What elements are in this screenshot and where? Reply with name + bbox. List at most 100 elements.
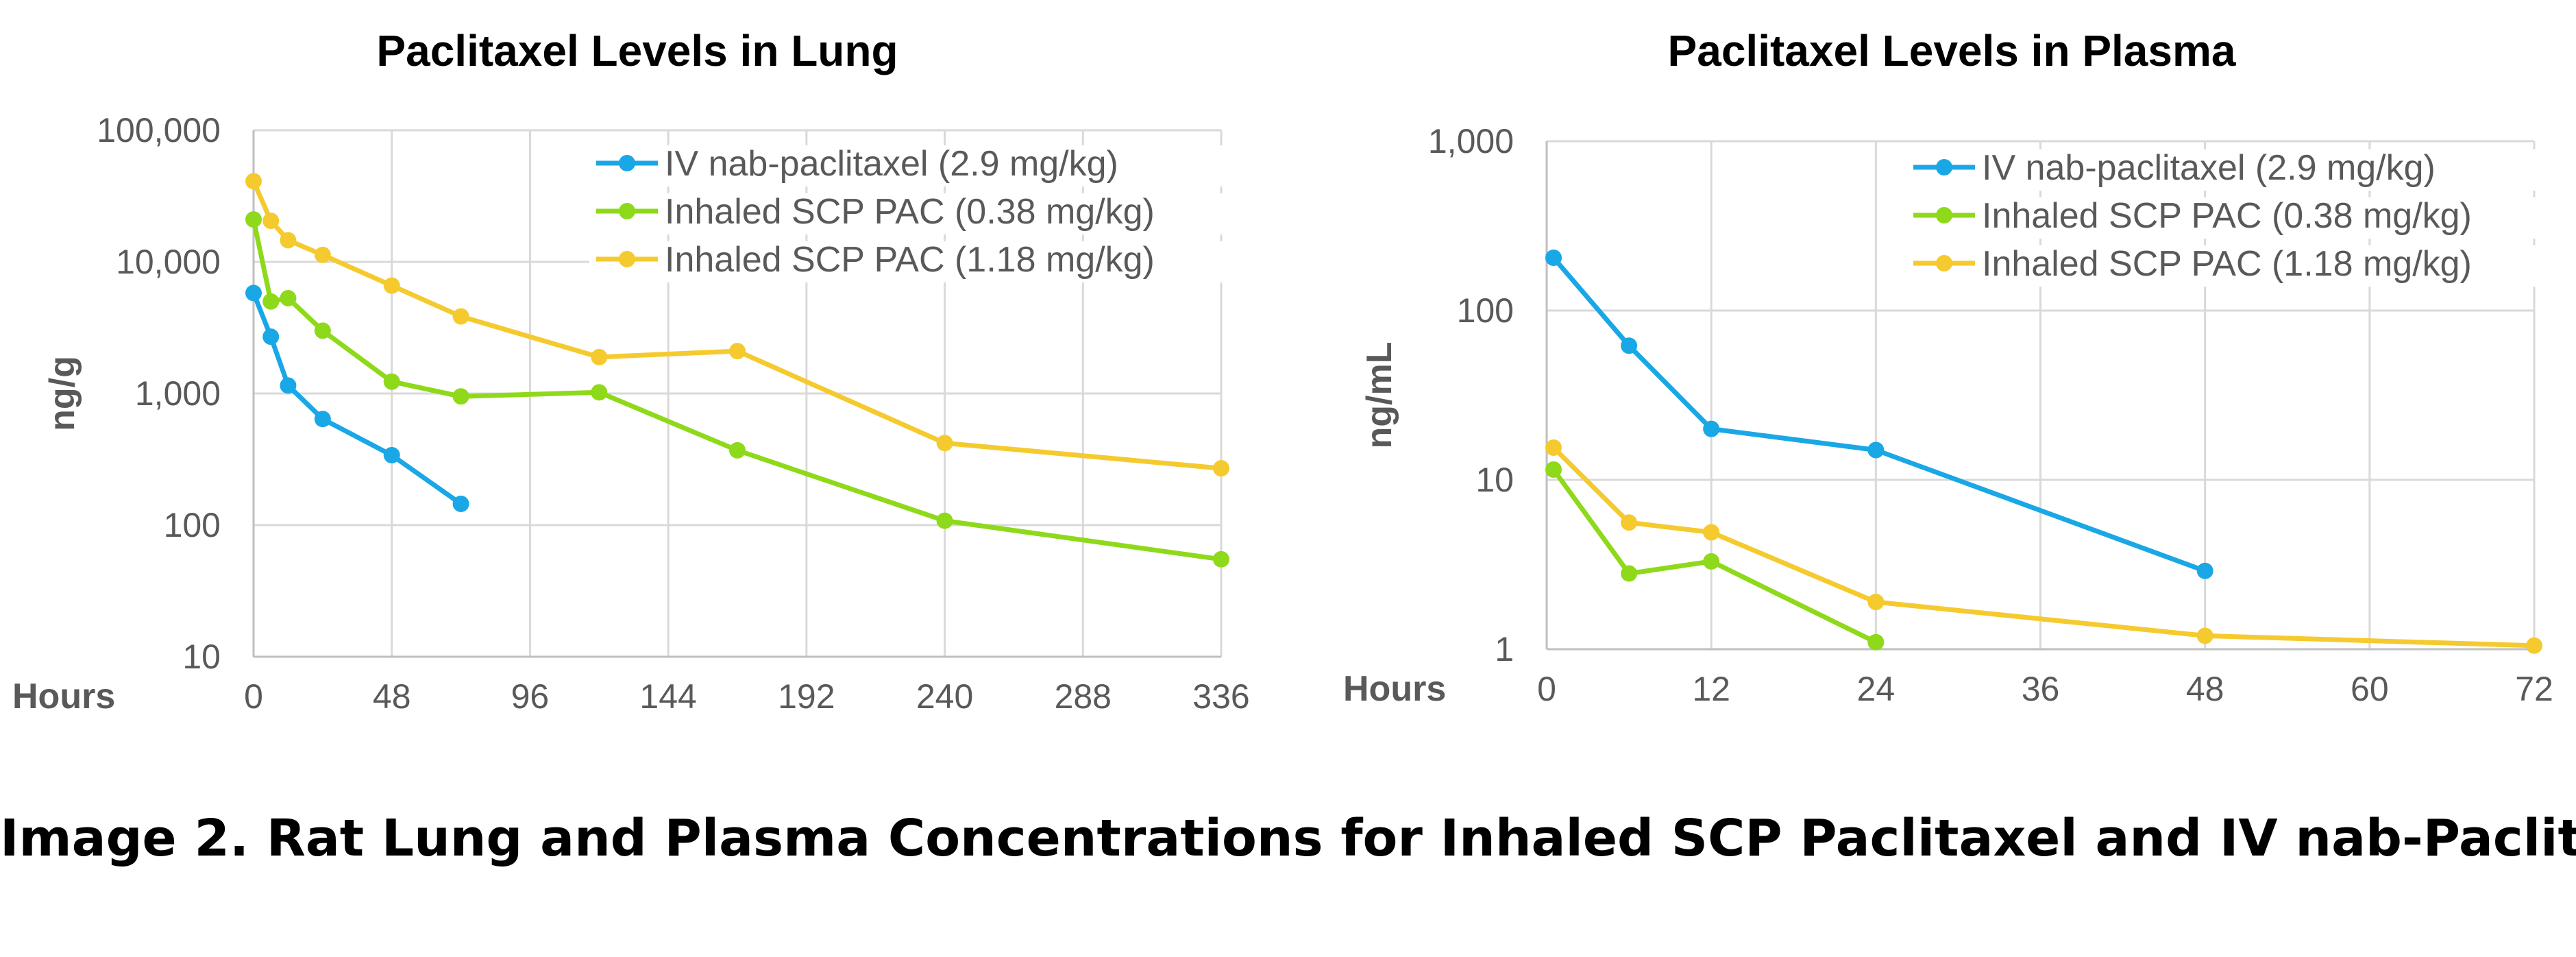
data-point [314, 322, 331, 339]
legend-background [1906, 197, 2576, 239]
x-tick-label: 24 [1857, 670, 1896, 708]
y-tick-label: 100 [1457, 291, 1514, 330]
legend-background [1906, 245, 2576, 287]
x-tick-label: 336 [1192, 677, 1249, 716]
x-tick-label: 48 [373, 677, 411, 716]
data-point [383, 446, 400, 463]
legend: IV nab-paclitaxel (2.9 mg/kg) Inhaled SCP… [589, 144, 1261, 282]
x-tick-label: 96 [511, 677, 550, 716]
data-point [1621, 565, 1638, 582]
legend-background [1906, 149, 2576, 191]
x-tick-label: 36 [2022, 670, 2060, 708]
y-tick-label: 10 [182, 638, 221, 676]
data-point [2526, 637, 2542, 654]
data-point [314, 411, 331, 428]
legend-background [589, 241, 1261, 282]
data-point [1703, 553, 1720, 570]
x-axis-label: Hours [1343, 669, 1446, 709]
x-tick-label: 72 [2515, 670, 2553, 708]
x-tick-label: 48 [2186, 670, 2224, 708]
data-point [452, 388, 469, 405]
data-point [729, 441, 746, 459]
data-point [245, 284, 262, 302]
data-point [1545, 249, 1562, 266]
data-point [1621, 337, 1638, 354]
chart-title: Paclitaxel Levels in Lung [376, 26, 898, 75]
y-tick-label: 1,000 [1428, 122, 1514, 160]
y-tick-label: 1 [1495, 630, 1514, 668]
plasma-chart: Paclitaxel Levels in Plasma 1 10 100 1,000 0 1… [1343, 26, 2576, 709]
x-axis-label: Hours [12, 677, 115, 716]
y-axis-label: ng/mL [1360, 342, 1399, 449]
legend-background [589, 193, 1261, 234]
lung-chart: Paclitaxel Levels in Lung 10 100 1,000 10,00… [12, 26, 1261, 716]
legend-label: Inhaled SCP PAC (0.38 mg/kg) [665, 192, 1155, 232]
data-point [1867, 633, 1885, 651]
data-point [383, 277, 400, 294]
data-point [936, 435, 953, 452]
data-point [245, 173, 262, 190]
y-tick-label: 100 [164, 506, 221, 544]
data-point [1867, 594, 1885, 611]
data-point [1545, 439, 1562, 456]
legend-swatch-marker [1936, 207, 1952, 223]
series-line [251, 219, 1222, 562]
legend-label: Inhaled SCP PAC (0.38 mg/kg) [1982, 196, 2472, 236]
legend-background [589, 145, 1261, 186]
x-tick-label: 0 [244, 677, 263, 716]
y-tick-label: 10,000 [116, 243, 221, 281]
y-tick-label: 10 [1475, 461, 1514, 499]
series-line [1551, 446, 2535, 649]
legend-swatch-marker [619, 203, 635, 219]
data-point [1213, 550, 1229, 568]
data-point [314, 246, 331, 263]
data-point [591, 384, 608, 401]
data-point [1213, 460, 1229, 477]
legend-swatch-marker [619, 155, 635, 171]
legend-label: IV nab-paclitaxel (2.9 mg/kg) [665, 144, 1118, 184]
legend-swatch-marker [1936, 255, 1952, 271]
figure-caption: Image 2. Rat Lung and Plasma Concentrati… [0, 809, 2576, 868]
data-point [1703, 524, 1720, 541]
series-line [1551, 468, 1877, 644]
y-axis-label: ng/g [42, 356, 82, 431]
data-point [1545, 461, 1562, 478]
y-tick-label: 100,000 [97, 111, 221, 149]
data-point [262, 293, 280, 310]
x-tick-label: 144 [639, 677, 696, 716]
x-tick-label: 12 [1692, 670, 1730, 708]
data-point [591, 348, 608, 365]
x-tick-label: 60 [2351, 670, 2389, 708]
y-tick-label: 1,000 [135, 374, 221, 413]
legend-label: Inhaled SCP PAC (1.18 mg/kg) [1982, 244, 2472, 284]
data-point [280, 289, 297, 306]
data-point [2196, 562, 2213, 579]
data-point [262, 213, 280, 230]
data-point [280, 377, 297, 394]
series-line [251, 180, 1222, 471]
series-line [251, 292, 463, 506]
legend-label: Inhaled SCP PAC (1.18 mg/kg) [665, 240, 1155, 280]
legend-label: IV nab-paclitaxel (2.9 mg/kg) [1982, 148, 2436, 188]
data-point [383, 373, 400, 390]
data-point [245, 211, 262, 228]
x-tick-label: 240 [916, 677, 973, 716]
legend: IV nab-paclitaxel (2.9 mg/kg) Inhaled SCP… [1906, 148, 2576, 287]
data-point [1867, 441, 1885, 459]
legend-swatch-marker [1936, 159, 1952, 175]
data-point [280, 232, 297, 249]
chart-title: Paclitaxel Levels in Plasma [1668, 26, 2236, 75]
data-point [729, 343, 746, 360]
x-tick-label: 192 [778, 677, 835, 716]
x-tick-label: 0 [1537, 670, 1556, 708]
data-point [1621, 514, 1638, 531]
data-point [1703, 420, 1720, 437]
data-point [2196, 627, 2213, 644]
data-point [452, 496, 469, 513]
data-point [452, 308, 469, 325]
x-tick-label: 288 [1055, 677, 1112, 716]
data-point [262, 328, 280, 346]
legend-swatch-marker [619, 251, 635, 267]
data-point [936, 512, 953, 529]
